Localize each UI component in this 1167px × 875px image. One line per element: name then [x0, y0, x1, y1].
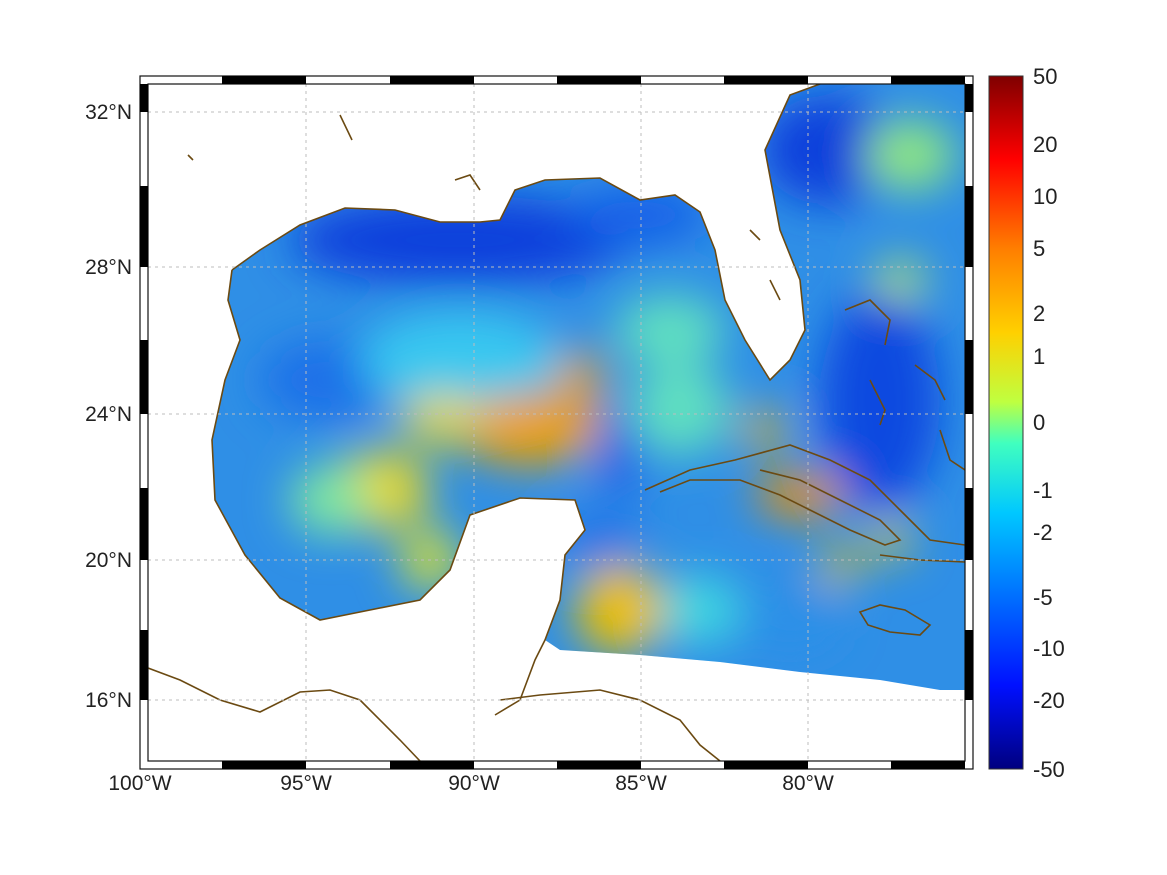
colorbar-tick-label: 10 [1033, 184, 1057, 209]
coastlines [148, 84, 965, 761]
colorbar-tick-label: -10 [1033, 636, 1065, 661]
lon-tick-label: 80°W [782, 772, 834, 795]
colorbar-tick-label: 50 [1033, 64, 1057, 89]
colorbar-tick-label: 2 [1033, 301, 1045, 326]
colorbar-tick-label: -5 [1033, 585, 1053, 610]
colorbar: 50 20 10 5 2 1 0 -1 -2 -5 -10 -20 -50 [988, 64, 1065, 782]
lat-tick-labels: 32°N 28°N 24°N 20°N 16°N [85, 101, 132, 712]
lat-tick-label: 20°N [85, 549, 132, 572]
lat-tick-label: 32°N [85, 101, 132, 124]
colorbar-tick-label: 0 [1033, 410, 1045, 435]
lat-tick-label: 24°N [85, 403, 132, 426]
lat-tick-label: 28°N [85, 256, 132, 279]
colorbar-tick-label: -20 [1033, 688, 1065, 713]
colorbar-tick-label: -1 [1033, 478, 1053, 503]
colorbar-tick-label: 1 [1033, 344, 1045, 369]
lon-tick-label: 85°W [615, 772, 667, 795]
colorbar-tick-label: -50 [1033, 757, 1065, 782]
lon-tick-label: 100°W [108, 772, 171, 795]
lon-tick-label: 95°W [280, 772, 332, 795]
lon-tick-label: 90°W [448, 772, 500, 795]
lon-tick-labels: 100°W 95°W 90°W 85°W 80°W [108, 772, 834, 795]
colorbar-scale [988, 75, 1024, 770]
colorbar-tick-label: -2 [1033, 520, 1053, 545]
colorbar-tick-label: 20 [1033, 132, 1057, 157]
gridlines [148, 84, 965, 761]
colorbar-tick-label: 5 [1033, 236, 1045, 261]
map-frame [139, 75, 974, 770]
lat-tick-label: 16°N [85, 689, 132, 712]
